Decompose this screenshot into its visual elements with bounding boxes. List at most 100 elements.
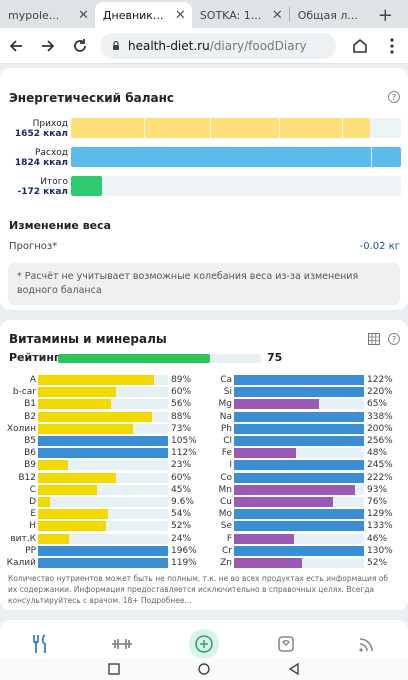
nutrient-bar <box>234 375 364 385</box>
help-icon[interactable]: ? <box>388 333 400 345</box>
new-tab-button[interactable]: + <box>377 4 393 26</box>
reload-button[interactable] <box>64 29 96 63</box>
vitamin-row: D 9.6% <box>0 496 408 508</box>
nutrient-percent: 56% <box>171 399 192 410</box>
close-tab-icon[interactable]: ✕ <box>271 7 283 23</box>
nutrient-bar <box>38 460 68 471</box>
home-circle-icon[interactable] <box>198 663 210 675</box>
vitamin-row: B9 23% <box>0 459 408 471</box>
nutrient-bar-track <box>234 460 364 471</box>
browser-tab-4[interactable]: Общая л... <box>290 2 370 28</box>
vitamin-row: B12 60% <box>0 472 408 484</box>
nutrient-percent: 65% <box>367 399 388 410</box>
tune-icon[interactable] <box>110 40 122 52</box>
vitamin-row: Калий 119% <box>0 557 408 569</box>
help-icon[interactable]: ? <box>388 91 400 103</box>
nutrient-percent: 52% <box>171 521 192 532</box>
food-icon <box>32 634 46 653</box>
browser-tab-2[interactable]: Дневник... ✕ <box>94 2 192 28</box>
nutrient-bar <box>234 545 364 556</box>
nutrient-name: b-car <box>12 387 36 398</box>
nutrient-name: Ca <box>220 375 232 385</box>
nutrient-percent: 196% <box>171 545 197 556</box>
energy-row-expense: Расход 1824 ккал <box>0 147 408 169</box>
nutrient-percent: 24% <box>171 533 192 544</box>
nutrient-name: Cl <box>223 436 232 446</box>
add-icon <box>195 635 213 653</box>
bar-separator <box>371 147 373 167</box>
back-button[interactable] <box>0 29 32 63</box>
browser-tab-3[interactable]: SOTKA: 1... ✕ <box>192 2 289 28</box>
mineral-row: F 46% <box>0 533 408 545</box>
browser-tab-1[interactable]: mypole... ✕ <box>0 2 95 28</box>
energy-row-intake: Приход 1652 ккал <box>0 118 408 140</box>
nutrient-percent: 105% <box>171 436 197 446</box>
nutrient-name: H <box>29 521 36 532</box>
nutrient-percent: 46% <box>367 533 388 544</box>
nutrient-name: I <box>229 460 232 471</box>
recents-icon[interactable] <box>108 663 120 675</box>
arrow-right-icon <box>42 39 55 52</box>
close-tab-icon[interactable]: ✕ <box>78 7 89 23</box>
close-tab-icon[interactable]: ✕ <box>174 7 186 23</box>
energy-card: Энергетический баланс ? Приход 1652 ккал … <box>0 68 408 310</box>
home-icon <box>353 38 367 53</box>
rating-value: 75 <box>267 351 283 364</box>
nutrient-percent: 222% <box>367 472 393 483</box>
nutrient-percent: 129% <box>367 509 393 520</box>
nutrient-name: D <box>29 497 36 507</box>
energy-label: Приход 1652 ккал <box>14 119 68 139</box>
nav-workout[interactable] <box>102 631 142 657</box>
nutrient-percent: 9.6% <box>171 497 194 507</box>
energy-bar-track <box>71 118 401 138</box>
tab-title: Дневник... <box>102 8 164 22</box>
mineral-row: Zn 52% <box>0 557 408 569</box>
home-button[interactable] <box>344 29 376 63</box>
table-icon[interactable] <box>368 333 380 345</box>
nutrient-bar <box>234 423 364 434</box>
nav-add[interactable] <box>184 629 224 659</box>
vitamin-row: H 52% <box>0 520 408 532</box>
disclaimer-text[interactable]: Количество нутриентов может быть не полн… <box>8 574 388 605</box>
vitamin-row: C 45% <box>0 484 408 496</box>
nutrient-bar <box>234 472 364 483</box>
nutrient-bar-track <box>234 448 364 459</box>
energy-bar-intake <box>71 118 370 138</box>
nutrient-name: Калий <box>6 558 36 568</box>
nutrient-percent: 130% <box>367 545 393 556</box>
nutrient-percent: 45% <box>171 484 192 495</box>
back-triangle-icon[interactable] <box>288 663 300 675</box>
forward-button[interactable] <box>32 29 64 63</box>
nutrient-bar <box>38 387 116 398</box>
nutrient-bar <box>38 399 111 410</box>
mineral-row: Cl 256% <box>0 435 408 447</box>
more-vertical-icon <box>390 37 394 54</box>
nutrient-percent: 54% <box>171 509 192 520</box>
mineral-row: Mn 93% <box>0 484 408 496</box>
nutrient-bar-track <box>38 411 168 422</box>
nutrient-bar <box>234 509 364 520</box>
arrow-left-icon <box>9 39 22 52</box>
bar-separator <box>143 118 145 138</box>
nutrient-bar-track <box>38 387 168 398</box>
nutrient-percent: 89% <box>171 375 192 385</box>
nutrient-bar-track <box>234 484 364 495</box>
nav-food[interactable] <box>21 631 61 657</box>
rating-bar <box>58 354 211 363</box>
nav-weight[interactable] <box>266 631 306 657</box>
nutrient-percent: 245% <box>367 460 393 471</box>
menu-button[interactable] <box>376 29 408 63</box>
nutrient-bar <box>234 521 364 532</box>
nutrient-bar <box>38 472 116 483</box>
weight-title: Изменение веса <box>9 219 112 232</box>
tab-strip: mypole... ✕ Дневник... ✕ SOTKA: 1... ✕ О… <box>0 0 408 28</box>
nutrient-bar-track <box>38 533 168 544</box>
vitamin-row: A 89% <box>0 374 408 386</box>
tab-title: Общая л... <box>297 8 358 22</box>
vitamin-row: E 54% <box>0 508 408 520</box>
next-card <box>0 620 408 630</box>
mineral-row: Cu 76% <box>0 496 408 508</box>
nav-feed[interactable] <box>347 631 387 657</box>
address-bar[interactable]: health-diet.ru/diary/foodDiary <box>100 32 336 59</box>
nutrient-name: C <box>29 484 36 495</box>
